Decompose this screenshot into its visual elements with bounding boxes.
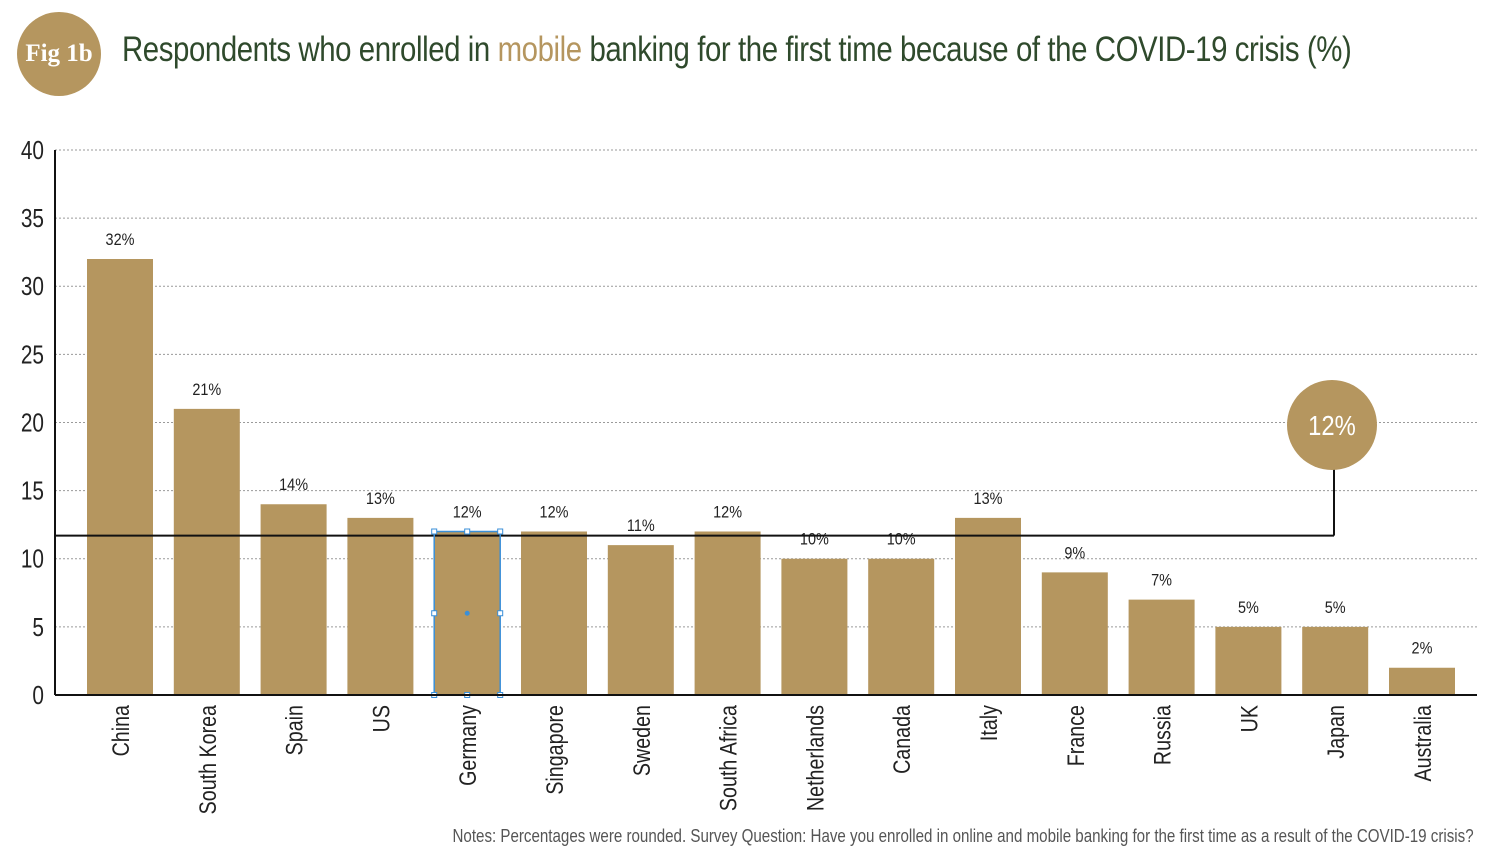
y-tick-label: 10 (21, 545, 44, 574)
bar-us (347, 517, 414, 695)
value-label: 7% (1151, 572, 1172, 590)
bars (87, 259, 1455, 695)
bar-france (1041, 572, 1108, 695)
category-label: Singapore (541, 705, 568, 795)
y-axis-ticks: 0 5 10 15 20 25 30 35 40 (21, 136, 44, 710)
average-marker: 12% (55, 380, 1377, 537)
value-label: 12% (713, 503, 742, 521)
category-label: Japan (1322, 705, 1349, 759)
chart-title: Respondents who enrolled in mobile banki… (122, 30, 1352, 70)
value-label: 5% (1325, 599, 1346, 617)
y-tick-label: 15 (21, 476, 44, 505)
category-label: Russia (1149, 704, 1176, 765)
bar-sweden (607, 545, 674, 695)
bar-uk (1215, 626, 1282, 695)
category-label: South Korea (194, 704, 221, 814)
bar-canada (868, 558, 935, 695)
y-tick-label: 5 (32, 613, 44, 642)
selection-handle[interactable] (497, 528, 504, 535)
bar-singapore (521, 531, 587, 695)
title-suffix: banking for the first time because of th… (581, 30, 1352, 69)
bar-china (87, 259, 153, 695)
y-tick-label: 25 (21, 340, 44, 369)
value-label: 10% (800, 531, 829, 549)
value-label: 12% (540, 503, 569, 521)
value-label: 9% (1064, 544, 1085, 562)
category-label: Australia (1409, 704, 1436, 781)
value-label: 13% (366, 490, 395, 508)
value-label: 32% (106, 231, 135, 249)
chart-notes: Notes: Percentages were rounded. Survey … (452, 826, 1474, 846)
bar-australia (1389, 667, 1455, 695)
category-label: UK (1236, 705, 1263, 733)
bar-south-africa (694, 531, 761, 695)
value-label: 12% (453, 503, 482, 521)
category-label: France (1062, 705, 1089, 766)
value-label: 10% (887, 531, 916, 549)
category-label: China (107, 704, 134, 756)
title-prefix: Respondents who enrolled in (122, 30, 498, 69)
value-label: 11% (627, 517, 655, 535)
average-label: 12% (1308, 409, 1356, 441)
y-tick-label: 30 (21, 272, 44, 301)
selection-handle[interactable] (464, 528, 471, 535)
y-tick-label: 0 (32, 681, 44, 710)
selection-handle[interactable] (431, 528, 438, 535)
category-label: Italy (975, 705, 1002, 741)
bar-netherlands (781, 558, 848, 695)
figure-badge: Fig 1b (17, 12, 101, 96)
category-label: Sweden (628, 705, 655, 776)
category-label: Canada (888, 704, 915, 774)
axes (54, 150, 1477, 696)
y-tick-label: 20 (21, 408, 44, 437)
category-labels: China South Korea Spain US Germany Singapore S… (107, 704, 1436, 814)
value-label: 13% (974, 490, 1003, 508)
category-label: Germany (454, 705, 481, 786)
category-label: Netherlands (802, 705, 829, 811)
category-label: South Africa (715, 704, 742, 811)
bar-russia (1128, 599, 1195, 695)
title-highlight: mobile (497, 30, 583, 69)
y-tick-label: 35 (21, 204, 44, 233)
value-label: 5% (1238, 599, 1259, 617)
category-label: US (368, 705, 395, 732)
bar-japan (1302, 626, 1369, 695)
selection-handle[interactable] (497, 610, 504, 617)
bar-south-korea (173, 408, 240, 695)
category-label: Spain (281, 705, 308, 755)
bar-spain (260, 504, 327, 695)
selection-center (464, 610, 470, 616)
selection-handle[interactable] (431, 610, 438, 617)
bar-italy (955, 517, 1021, 695)
y-tick-label: 40 (21, 136, 44, 165)
value-label: 14% (279, 476, 308, 494)
value-label: 2% (1412, 640, 1433, 658)
average-bubble (1287, 380, 1377, 470)
value-label: 21% (192, 381, 221, 399)
